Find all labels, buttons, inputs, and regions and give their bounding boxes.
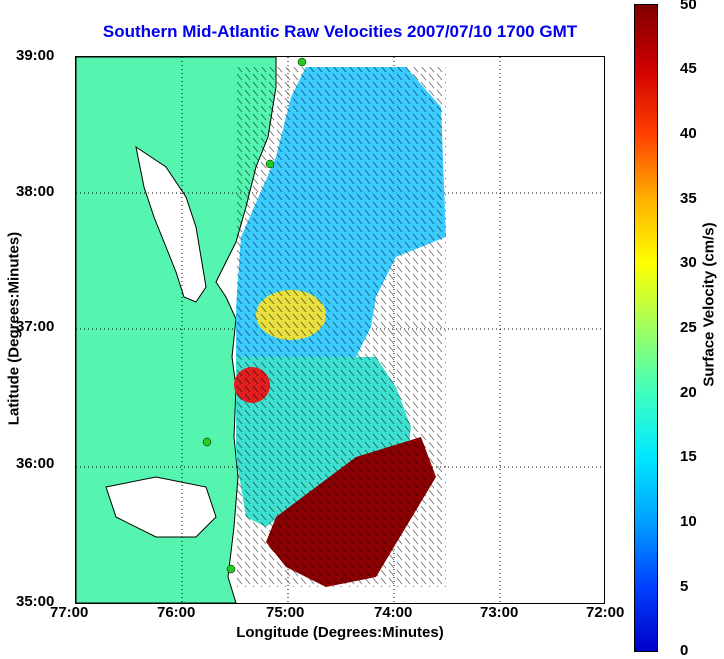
cb-tick-25: 25: [680, 319, 697, 336]
pamlico-sound: [105, 476, 217, 538]
x-axis-label: Longitude (Degrees:Minutes): [236, 624, 444, 641]
x-tick-77: 77:00: [50, 604, 89, 621]
chesapeake-bay: [135, 145, 207, 303]
y-tick-38: 38:00: [16, 183, 55, 200]
cb-tick-10: 10: [680, 513, 697, 530]
colorbar: [634, 4, 658, 652]
y-axis-label: Latitude (Degrees:Minutes): [5, 231, 23, 426]
x-tick-76: 76:00: [157, 604, 196, 621]
cb-tick-20: 20: [680, 384, 697, 401]
cb-tick-0: 0: [680, 642, 689, 659]
map-plot-area: [75, 56, 605, 604]
x-tick-74: 74:00: [374, 604, 413, 621]
cb-tick-40: 40: [680, 125, 697, 142]
cb-tick-30: 30: [680, 254, 697, 271]
y-tick-39: 39:00: [16, 47, 55, 64]
cb-tick-35: 35: [680, 190, 697, 207]
station-marker: [202, 437, 212, 447]
colorbar-label: Surface Velocity (cm/s): [700, 222, 718, 387]
station-marker: [297, 57, 307, 67]
x-tick-72: 72:00: [586, 604, 625, 621]
cb-tick-45: 45: [680, 60, 697, 77]
cb-tick-15: 15: [680, 448, 697, 465]
x-tick-73: 73:00: [480, 604, 519, 621]
station-marker: [226, 564, 236, 574]
y-tick-35: 35:00: [16, 593, 55, 610]
x-tick-75: 75:00: [266, 604, 305, 621]
velocity-arrows: [236, 67, 446, 587]
y-tick-37: 37:00: [16, 318, 55, 335]
station-marker: [265, 159, 275, 169]
cb-tick-50: 50: [680, 0, 697, 13]
y-tick-36: 36:00: [16, 455, 55, 472]
map-title: Southern Mid-Atlantic Raw Velocities 200…: [102, 22, 578, 41]
cb-tick-5: 5: [680, 578, 689, 595]
map-canvas: [76, 57, 604, 603]
